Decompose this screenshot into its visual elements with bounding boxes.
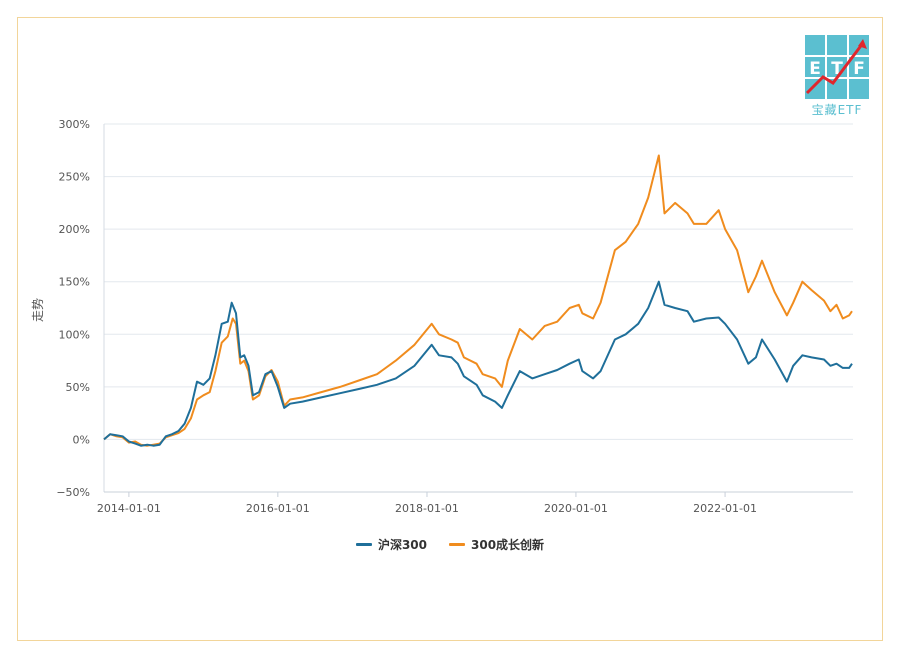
y-axis-ticks: 300% 250% 200% 150% 100% 50% 0% −50% — [56, 118, 90, 499]
legend-label-series-1: 沪深300 — [377, 538, 427, 552]
logo-text: 宝藏ETF — [811, 103, 863, 117]
x-tick-label: 2018-01-01 — [395, 502, 459, 515]
x-tick-label: 2014-01-01 — [97, 502, 161, 515]
legend-item-series-2[interactable]: 300成长创新 — [449, 536, 544, 553]
series-line-2 — [103, 154, 853, 447]
y-tick-label: 50% — [66, 381, 90, 394]
y-tick-label: 300% — [59, 118, 90, 131]
logo-letter-f: F — [853, 59, 865, 79]
x-axis-ticks: 2014-01-01 2016-01-01 2018-01-01 2020-01-01… — [97, 492, 757, 515]
y-tick-label: 200% — [59, 223, 90, 236]
logo-letter-e: E — [809, 59, 821, 79]
series-line-1 — [103, 280, 853, 447]
legend-label-series-2: 300成长创新 — [471, 538, 545, 552]
y-tick-label: 250% — [59, 171, 90, 184]
legend-item-series-1[interactable]: 沪深300 — [355, 536, 427, 553]
x-tick-label: 2022-01-01 — [693, 502, 757, 515]
y-tick-label: 150% — [59, 276, 90, 289]
y-axis-label: 走势 — [31, 298, 45, 322]
y-tick-label: 100% — [59, 328, 90, 341]
y-tick-label: 0% — [73, 433, 90, 446]
x-tick-label: 2020-01-01 — [544, 502, 608, 515]
legend-swatch-series-1 — [355, 543, 372, 546]
y-tick-label: −50% — [56, 486, 90, 499]
grid-lines — [103, 123, 853, 493]
chart-frame — [17, 17, 883, 641]
series-lines — [103, 154, 853, 447]
x-tick-label: 2016-01-01 — [246, 502, 310, 515]
etf-logo: E T F 宝藏ETF — [803, 33, 871, 119]
logo-grid-icon: E T F — [803, 33, 871, 101]
chart-legend: 沪深300 300成长创新 — [0, 536, 900, 553]
legend-swatch-series-2 — [449, 543, 465, 546]
